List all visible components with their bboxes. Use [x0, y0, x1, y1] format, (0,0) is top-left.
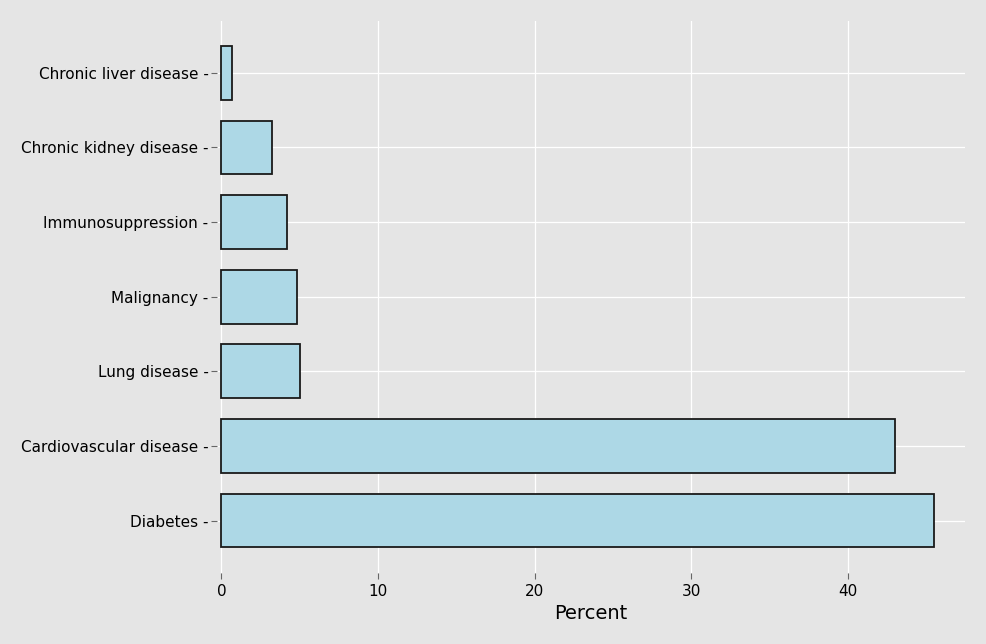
Bar	[222, 46, 233, 100]
Bar	[222, 494, 934, 547]
Bar	[222, 419, 894, 473]
Bar	[222, 195, 287, 249]
Bar	[222, 120, 271, 175]
Bar	[222, 345, 300, 398]
X-axis label: Percent: Percent	[554, 604, 628, 623]
Bar	[222, 270, 297, 323]
